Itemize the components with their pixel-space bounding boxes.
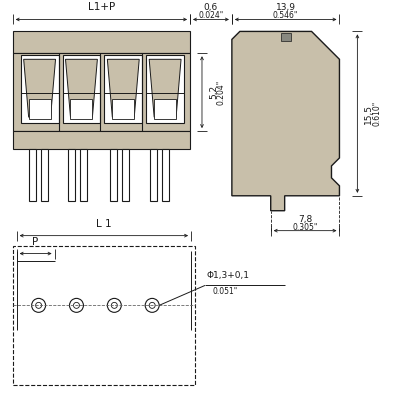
Bar — [21, 55, 58, 123]
Circle shape — [36, 302, 41, 308]
Bar — [13, 53, 190, 131]
Text: 13,9: 13,9 — [276, 4, 296, 12]
Polygon shape — [232, 32, 339, 211]
Bar — [13, 246, 195, 385]
Text: 7,8: 7,8 — [298, 215, 312, 224]
Circle shape — [32, 298, 45, 312]
Text: 15,5: 15,5 — [364, 104, 373, 124]
Circle shape — [149, 302, 155, 308]
Circle shape — [107, 298, 121, 312]
Polygon shape — [149, 59, 181, 117]
Circle shape — [73, 302, 79, 308]
Circle shape — [70, 298, 83, 312]
Text: L1+P: L1+P — [88, 2, 115, 12]
Bar — [154, 99, 176, 119]
Bar — [68, 149, 75, 201]
Bar — [70, 99, 92, 119]
Bar — [281, 34, 291, 41]
Text: 0.305": 0.305" — [292, 223, 318, 232]
Bar — [162, 149, 169, 201]
Text: 0,6: 0,6 — [204, 4, 218, 12]
Text: 0.610": 0.610" — [372, 101, 381, 126]
Bar — [146, 55, 184, 123]
Bar — [41, 149, 47, 201]
Bar — [112, 99, 134, 119]
Text: 0.051": 0.051" — [213, 288, 238, 296]
Bar — [13, 32, 190, 53]
Text: 0.024": 0.024" — [198, 12, 224, 20]
Circle shape — [111, 302, 117, 308]
Text: 0.546": 0.546" — [273, 12, 298, 20]
Text: L 1: L 1 — [96, 219, 112, 229]
Polygon shape — [24, 59, 56, 117]
Bar — [29, 149, 36, 201]
Text: 0.204": 0.204" — [217, 80, 226, 105]
Polygon shape — [66, 59, 98, 117]
Bar — [13, 131, 190, 149]
Text: P: P — [32, 236, 39, 246]
Bar — [122, 149, 129, 201]
Circle shape — [145, 298, 159, 312]
Text: 5,2: 5,2 — [209, 85, 218, 99]
Polygon shape — [107, 59, 139, 117]
Bar — [81, 149, 87, 201]
Bar — [104, 55, 142, 123]
Bar — [62, 55, 100, 123]
Bar — [150, 149, 157, 201]
Bar — [110, 149, 117, 201]
Bar — [29, 99, 51, 119]
Text: Φ1,3+0,1: Φ1,3+0,1 — [207, 272, 250, 280]
